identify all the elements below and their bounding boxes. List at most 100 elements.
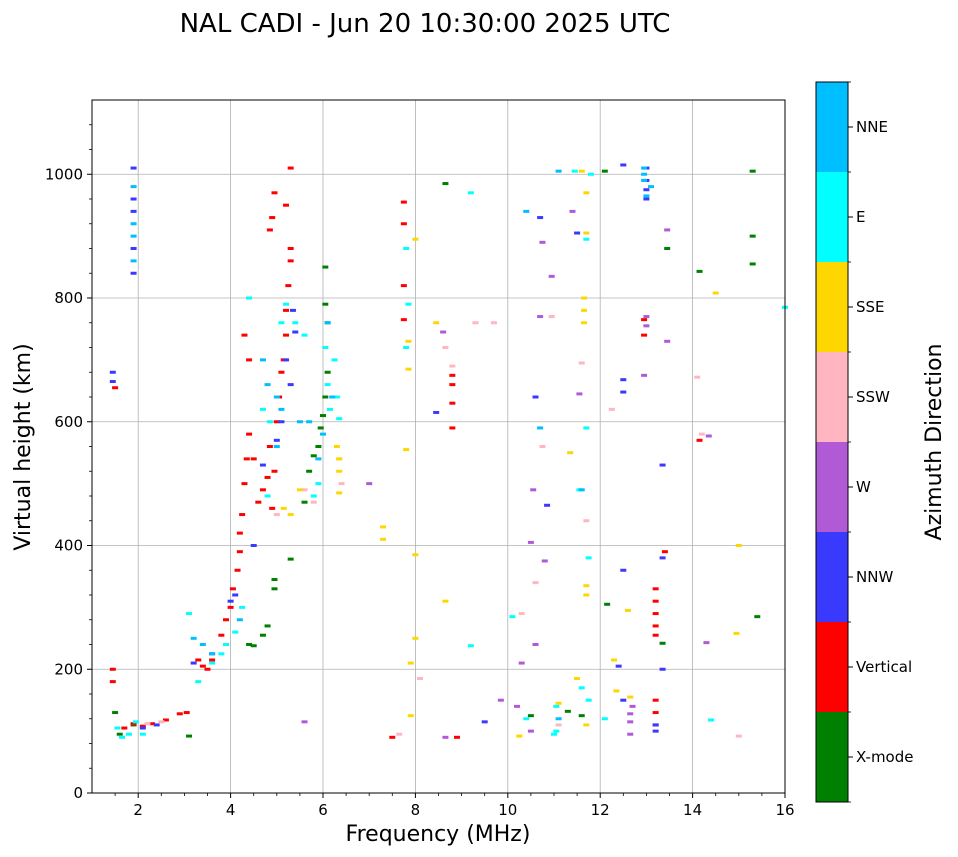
echo-point-e (259, 407, 266, 411)
echo-point-ssw (417, 677, 424, 681)
echo-point-nnw (130, 247, 137, 250)
echo-point-sse (583, 593, 590, 597)
echo-point-vertical (273, 420, 280, 424)
colorbar-segment-w (816, 442, 848, 532)
echo-point-vertical (285, 284, 292, 288)
echo-point-sse (333, 445, 340, 448)
echo-point-sse (296, 488, 303, 492)
echo-point-e (523, 717, 530, 721)
echo-point-e (132, 720, 139, 724)
echo-point-x-mode (315, 445, 322, 448)
echo-point-e (578, 686, 585, 690)
echo-point-e (283, 302, 290, 306)
echo-point-nne (296, 420, 303, 424)
echo-point-sse (581, 296, 588, 300)
colorbar-segment-e (816, 172, 848, 262)
echo-point-vertical (162, 718, 169, 722)
echo-point-vertical (287, 166, 294, 170)
echo-point-nne (209, 652, 216, 656)
echo-point-w (527, 540, 534, 544)
echo-point-ssw (532, 581, 539, 585)
echo-point-nnw (615, 664, 622, 668)
echo-point-x-mode (112, 711, 119, 715)
x-tick-label: 2 (133, 801, 143, 819)
echo-point-nnw (227, 599, 234, 603)
echo-point-nnw (259, 463, 266, 467)
echo-point-e (336, 417, 343, 421)
echo-point-sse (407, 661, 414, 665)
echo-point-vertical (652, 698, 659, 702)
colorbar-segment-x-mode (816, 712, 848, 802)
echo-point-x-mode (259, 633, 266, 637)
echo-point-e (324, 383, 331, 387)
echo-point-e (571, 169, 578, 173)
echo-point-nnw (250, 544, 257, 547)
echo-point-vertical (266, 445, 273, 448)
echo-point-nnw (232, 593, 239, 597)
echo-point-w (539, 240, 546, 244)
echo-point-x-mode (306, 469, 313, 473)
echo-point-sse (574, 677, 581, 681)
echo-point-w (627, 720, 634, 724)
echo-point-sse (611, 658, 618, 662)
echo-point-ssw (338, 482, 345, 486)
echo-point-nne (555, 717, 562, 721)
echo-point-nnw (659, 667, 666, 671)
echo-point-nne (236, 618, 243, 622)
echo-point-ssw (310, 500, 317, 504)
echo-point-e (209, 661, 216, 665)
echo-point-e (467, 191, 474, 195)
echo-point-vertical (400, 318, 407, 322)
echo-point-x-mode (696, 269, 703, 273)
echo-point-vertical (449, 383, 456, 387)
echo-point-e (292, 321, 299, 325)
echo-point-vertical (652, 587, 659, 591)
echo-point-sse (735, 544, 742, 547)
echo-point-w (629, 704, 636, 708)
colorbar-segment-sse (816, 262, 848, 352)
echo-point-vertical (652, 711, 659, 715)
echo-point-vertical (287, 247, 294, 250)
echo-point-e (125, 732, 132, 736)
echo-point-sse (336, 469, 343, 473)
echo-point-vertical (227, 605, 234, 609)
echo-point-ssw (578, 361, 585, 365)
echo-point-sse (412, 237, 419, 241)
echo-point-vertical (287, 259, 294, 263)
echo-point-w (576, 392, 583, 396)
echo-point-x-mode (442, 182, 449, 186)
echo-point-e (708, 718, 715, 722)
echo-point-vertical (199, 664, 206, 668)
colorbar-label-vertical: Vertical (856, 658, 912, 676)
echo-point-vertical (234, 568, 241, 572)
echo-point-sse (280, 506, 287, 510)
colorbar-label-e: E (856, 208, 865, 226)
echo-point-nnw (130, 197, 137, 201)
y-tick-label: 600 (54, 413, 83, 431)
echo-point-w (664, 228, 671, 232)
echo-point-sse (567, 451, 574, 455)
echo-point-vertical (641, 318, 648, 322)
echo-point-x-mode (322, 265, 329, 269)
echo-point-sse (613, 689, 620, 693)
echo-point-vertical (696, 438, 703, 442)
echo-point-vertical (222, 618, 229, 622)
echo-point-nne (199, 643, 206, 646)
echo-point-vertical (400, 222, 407, 226)
echo-point-w (532, 643, 539, 646)
echo-point-vertical (269, 216, 276, 220)
echo-point-e (333, 395, 340, 399)
echo-point-sse (583, 231, 590, 235)
echo-point-w (366, 482, 373, 486)
echo-point-e (222, 643, 229, 646)
chart-title: NAL CADI - Jun 20 10:30:00 2025 UTC (180, 9, 671, 39)
echo-point-vertical (449, 426, 456, 430)
echo-point-w (440, 330, 447, 334)
echo-point-nnw (130, 209, 137, 213)
echo-point-e (218, 652, 225, 656)
echo-point-nne (555, 169, 562, 173)
echo-point-ssw (698, 432, 705, 436)
colorbar-frame (815, 81, 849, 803)
echo-point-ssw (158, 720, 165, 724)
echo-point-w (643, 315, 650, 319)
